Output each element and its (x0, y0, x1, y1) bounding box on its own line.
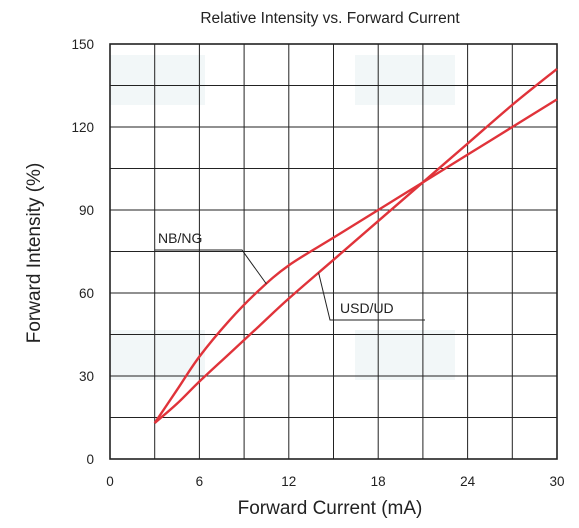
x-tick-label-30: 30 (549, 474, 564, 489)
y-tick-label-90: 90 (79, 203, 94, 218)
y-tick-label-30: 30 (79, 369, 94, 384)
x-tick-label-24: 24 (460, 474, 476, 489)
annotation-leader-usd-ud (318, 272, 425, 321)
background-shade-3 (355, 330, 455, 380)
y-tick-label-120: 120 (71, 120, 94, 135)
plot-area: 0 6 12 18 24 30 0 30 60 90 120 150 NB/NG USD/UD (71, 37, 564, 489)
chart-title: Relative Intensity vs. Forward Current (200, 10, 460, 27)
x-tick-label-12: 12 (281, 474, 296, 489)
x-tick-label-0: 0 (106, 474, 114, 489)
series-line-usd-ud (153, 67, 558, 424)
y-axis-label: Forward Intensity (%) (24, 163, 45, 344)
y-tick-label-150: 150 (71, 37, 94, 52)
annotation-leader-nb-ng (155, 249, 267, 285)
background-shade-2 (110, 330, 205, 380)
background-shade-0 (110, 55, 205, 105)
x-tick-label-18: 18 (371, 474, 386, 489)
background-shade-1 (355, 55, 455, 105)
y-tick-label-0: 0 (86, 452, 94, 467)
x-axis-label: Forward Current (mA) (238, 498, 423, 519)
series-line-nb-ng (153, 98, 558, 424)
annotation-usd-ud: USD/UD (340, 300, 394, 316)
y-tick-label-60: 60 (79, 286, 94, 301)
plot-frame (109, 43, 558, 460)
x-tick-label-6: 6 (196, 474, 204, 489)
annotation-nb-ng: NB/NG (158, 230, 202, 246)
